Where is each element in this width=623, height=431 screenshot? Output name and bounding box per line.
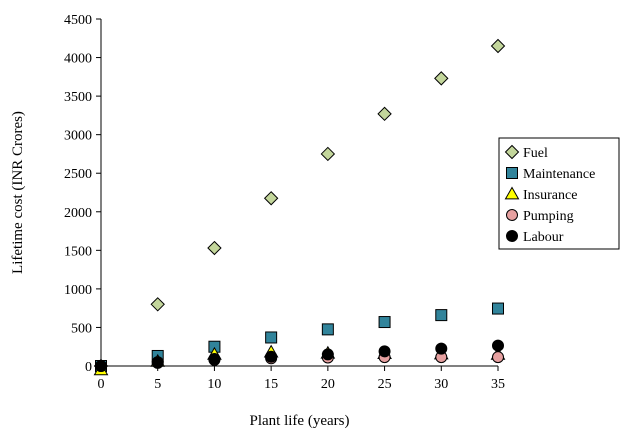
- labour-point: [151, 356, 164, 369]
- labour-point: [208, 353, 221, 366]
- y-tick-label: 4500: [64, 13, 92, 28]
- fuel-point: [320, 146, 336, 162]
- x-tick-label: 5: [154, 377, 161, 392]
- legend-marker-fuel: [504, 144, 520, 160]
- maintenance-point: [265, 331, 278, 344]
- labour-point: [435, 342, 448, 355]
- fuel-point: [150, 297, 165, 312]
- y-tick-label: 3000: [64, 129, 92, 144]
- legend-marker-labour: [506, 230, 518, 242]
- plot-series: [93, 38, 506, 376]
- labour-point: [321, 348, 334, 361]
- y-tick-label: 3500: [64, 90, 92, 105]
- x-tick-label: 15: [264, 377, 278, 392]
- y-ticks: 0 500 1000 1500 2000 2500 3000 3500 4000 4500: [64, 13, 101, 375]
- legend-label-labour: Labour: [523, 230, 564, 245]
- labour-point: [492, 339, 504, 352]
- legend-marker-insurance: [504, 186, 520, 200]
- x-axis-label: Plant life (years): [250, 413, 350, 429]
- legend-label-maintenance: Maintenance: [523, 167, 595, 182]
- x-tick-label: 25: [378, 377, 392, 392]
- legend-box: [498, 137, 620, 250]
- series-labour: [95, 339, 504, 372]
- y-tick-label: 500: [71, 321, 92, 336]
- x-ticks: 0 5 10 15 20 25 30 35: [98, 366, 505, 392]
- y-tick-label: 4000: [64, 52, 92, 67]
- fuel-point: [434, 71, 449, 86]
- y-axis-label: Lifetime cost (INR Crores): [10, 111, 26, 274]
- y-tick-label: 2000: [64, 206, 92, 221]
- y-tick-label: 1000: [64, 283, 92, 298]
- legend-label-fuel: Fuel: [523, 146, 548, 161]
- fuel-point: [263, 191, 279, 206]
- legend-label-pumping: Pumping: [523, 209, 574, 224]
- legend-marker-maintenance: [506, 167, 518, 179]
- labour-point: [378, 345, 391, 358]
- y-tick-label: 1500: [64, 244, 92, 259]
- x-tick-label: 30: [434, 377, 448, 392]
- x-tick-label: 20: [321, 377, 335, 392]
- labour-point: [265, 350, 278, 363]
- x-tick-label: 35: [491, 377, 505, 392]
- fuel-point: [377, 106, 392, 122]
- maintenance-point: [435, 309, 448, 322]
- maintenance-point: [321, 323, 334, 336]
- fuel-point: [207, 240, 222, 256]
- y-tick-label: 2500: [64, 167, 92, 182]
- pumping-point: [492, 351, 504, 364]
- fuel-point: [490, 38, 506, 54]
- legend-marker-pumping: [506, 209, 518, 221]
- series-fuel: [93, 38, 506, 374]
- labour-point: [95, 360, 107, 372]
- maintenance-point: [492, 302, 504, 315]
- legend: Fuel Maintenance Insurance Pumping Labour: [498, 137, 620, 250]
- x-tick-label: 10: [207, 377, 221, 392]
- maintenance-point: [378, 316, 391, 329]
- axes: [100, 19, 498, 367]
- x-tick-label: 0: [98, 377, 105, 392]
- y-tick-label: 0: [85, 360, 92, 375]
- legend-label-insurance: Insurance: [523, 188, 577, 203]
